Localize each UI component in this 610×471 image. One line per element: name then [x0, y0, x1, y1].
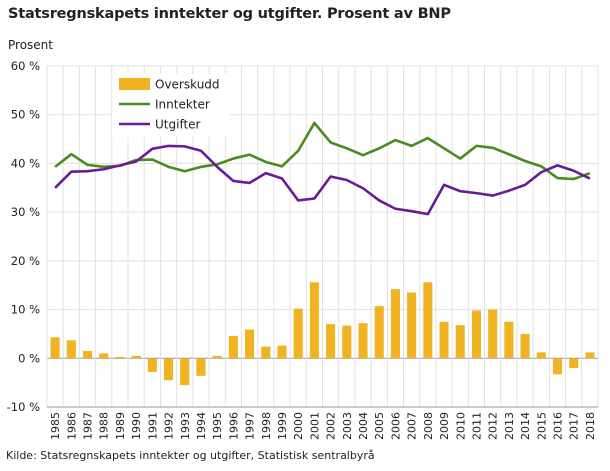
bar-overskudd: [374, 306, 384, 359]
bar-overskudd: [488, 309, 498, 359]
line-utgifter: [54, 144, 591, 216]
legend-label-utgifter: Utgifter: [155, 118, 201, 132]
bar-overskudd: [358, 323, 368, 359]
x-tick-label: 2009: [438, 412, 451, 440]
y-tick-label: 0 %: [18, 351, 40, 365]
x-tick-label: 2004: [357, 412, 370, 440]
bar-overskudd: [504, 321, 514, 359]
x-tick-label: 1998: [260, 412, 273, 440]
y-tick-label: 40 %: [11, 156, 40, 170]
x-tick-label: 1985: [49, 412, 62, 440]
x-tick-label: 2005: [373, 412, 386, 440]
x-tick-label: 1995: [211, 412, 224, 440]
x-tick-label: 1994: [195, 412, 208, 440]
line-inntekter: [54, 121, 591, 181]
bar-overskudd: [245, 329, 255, 359]
x-tick-label: 2003: [341, 412, 354, 440]
x-tick-label: 2002: [325, 412, 338, 440]
y-tick-label: 20 %: [11, 254, 40, 268]
x-tick-label: 2016: [551, 412, 564, 440]
bar-overskudd: [471, 310, 481, 359]
bar-overskudd: [99, 353, 109, 359]
bar-overskudd: [50, 337, 60, 359]
bar-overskudd: [536, 352, 546, 359]
y-tick-label: -10 %: [7, 400, 40, 414]
x-tick-label: 1991: [146, 412, 159, 440]
bar-overskudd: [164, 358, 174, 381]
x-tick-label: 2015: [535, 412, 548, 440]
x-tick-label: 1987: [82, 412, 95, 440]
x-tick-label: 1986: [65, 412, 78, 440]
bar-overskudd: [390, 289, 400, 359]
bar-overskudd: [131, 355, 141, 359]
x-tick-label: 1990: [130, 412, 143, 440]
bar-overskudd: [552, 358, 563, 375]
x-tick-label: 2000: [292, 412, 305, 440]
legend-swatch-overskudd: [119, 78, 150, 90]
bar-overskudd: [277, 345, 287, 359]
bar-overskudd: [455, 325, 465, 359]
bar-overskudd: [180, 358, 190, 386]
x-tick-label: 1989: [114, 412, 127, 440]
x-tick-label: 2001: [308, 412, 321, 440]
bar-overskudd: [407, 292, 417, 359]
x-tick-label: 1993: [179, 412, 192, 440]
x-tick-label: 2007: [406, 412, 419, 440]
x-tick-label: 2010: [454, 412, 467, 440]
y-axis-label: Prosent: [8, 38, 53, 52]
chart-title: Statsregnskapets inntekter og utgifter. …: [8, 6, 451, 22]
bar-overskudd: [309, 282, 319, 359]
y-tick-label: 60 %: [11, 59, 40, 73]
x-tick-label: 2017: [568, 412, 581, 440]
x-tick-label: 2014: [519, 412, 532, 440]
bar-overskudd: [520, 333, 530, 359]
bar-overskudd: [212, 355, 222, 359]
x-tick-label: 2012: [487, 412, 500, 440]
bar-overskudd: [196, 358, 206, 376]
x-tick-label: 2006: [389, 412, 402, 440]
x-tick-label: 2011: [470, 412, 483, 440]
x-tick-label: 2018: [584, 412, 597, 440]
source-note: Kilde: Statsregnskapets inntekter og utg…: [6, 449, 375, 462]
bar-overskudd: [66, 340, 76, 359]
y-tick-label: 50 %: [11, 108, 40, 122]
bar-overskudd: [569, 358, 579, 369]
y-tick-label: 10 %: [11, 303, 40, 317]
y-tick-label: 30 %: [11, 205, 40, 219]
x-tick-label: 1988: [98, 412, 111, 440]
bar-overskudd: [342, 325, 352, 359]
bar-overskudd: [293, 308, 303, 359]
bar-overskudd: [585, 352, 595, 359]
x-tick-label: 1996: [227, 412, 240, 440]
bar-overskudd: [82, 350, 93, 359]
bar-overskudd: [261, 346, 271, 359]
bar-overskudd: [439, 321, 449, 359]
bar-overskudd: [147, 358, 157, 372]
legend-label-overskudd: Overskudd: [155, 78, 220, 92]
bar-overskudd: [326, 324, 336, 359]
x-tick-label: 1992: [163, 412, 176, 440]
x-tick-label: 1997: [244, 412, 257, 440]
bar-overskudd: [423, 282, 433, 359]
bar-overskudd: [228, 335, 238, 359]
x-tick-label: 1999: [276, 412, 289, 440]
x-tick-label: 2008: [422, 412, 435, 440]
bar-overskudd: [115, 356, 125, 359]
legend-label-inntekter: Inntekter: [155, 98, 210, 112]
x-tick-label: 2013: [503, 412, 516, 440]
